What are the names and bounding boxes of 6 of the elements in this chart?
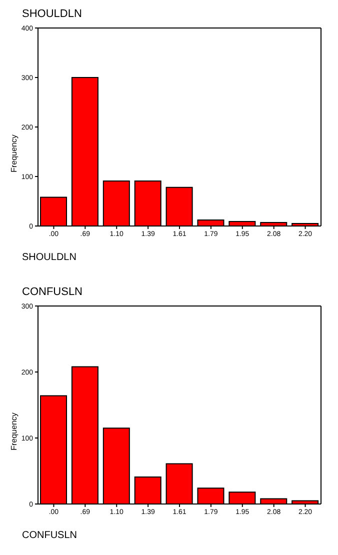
y-axis-title: Frequency: [10, 412, 19, 450]
y-axis-title: Frequency: [10, 134, 19, 172]
chart-title: CONFUSLN: [22, 286, 83, 298]
chart-title: SHOULDLN: [22, 8, 82, 20]
x-axis-title: CONFUSLN: [22, 530, 78, 541]
x-axis-title: SHOULDLN: [22, 252, 76, 263]
